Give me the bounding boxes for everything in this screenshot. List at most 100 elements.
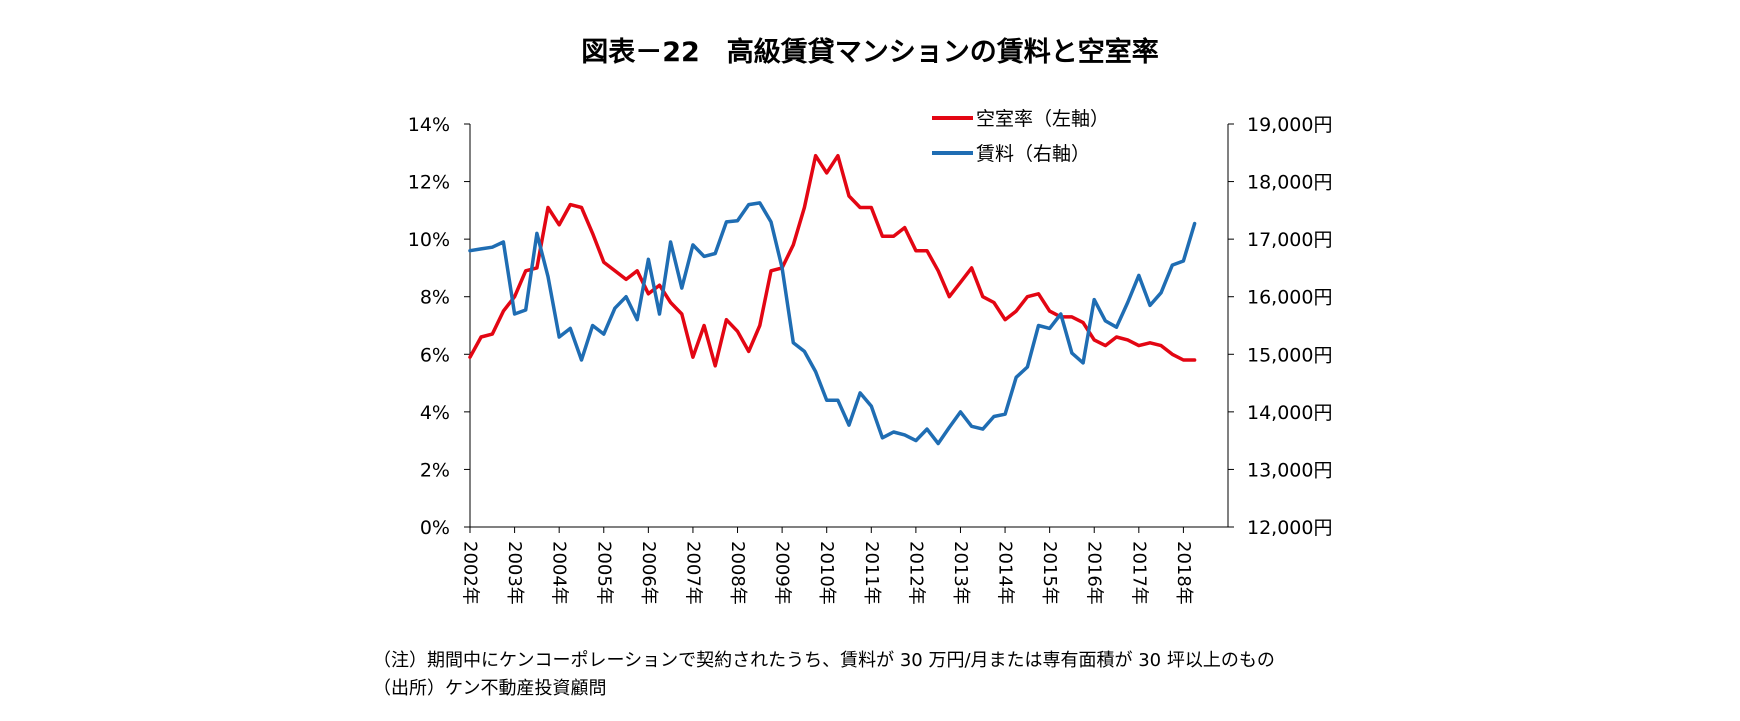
data-point-rent (937, 442, 940, 445)
data-point-rent (546, 275, 550, 278)
data-point-vacancy (1093, 338, 1096, 342)
data-point-vacancy (580, 206, 583, 209)
data-point-vacancy (725, 318, 728, 321)
x-tick-label: 2018年 (1173, 541, 1194, 605)
data-point-vacancy (624, 278, 628, 281)
data-point-vacancy (1003, 318, 1007, 321)
data-point-vacancy (1126, 338, 1129, 342)
data-point-rent (569, 327, 572, 330)
data-point-rent (992, 415, 996, 418)
data-point-vacancy (491, 332, 494, 336)
data-point-rent (1026, 365, 1029, 369)
series-line-rent (468, 201, 1197, 446)
data-point-rent (491, 246, 494, 249)
data-point-rent (613, 307, 617, 310)
data-point-rent (814, 370, 817, 373)
data-point-vacancy (758, 324, 761, 327)
series-line-vacancy (468, 153, 1197, 368)
x-tick-label: 2002年 (460, 541, 481, 605)
data-point-vacancy (569, 203, 572, 206)
data-point-rent (1182, 259, 1185, 263)
data-point-vacancy (992, 301, 996, 304)
data-point-vacancy (1115, 335, 1118, 339)
data-point-rent (769, 220, 773, 224)
y-right-tick-label: 18,000円 (1247, 172, 1332, 194)
data-point-rent (580, 358, 583, 362)
data-point-vacancy (903, 226, 906, 229)
data-point-vacancy (937, 269, 940, 272)
data-point-rent (970, 425, 973, 428)
y-right-tick-label: 15,000円 (1247, 344, 1332, 366)
data-point-vacancy (858, 206, 862, 209)
data-point-vacancy (847, 194, 851, 198)
data-point-rent (658, 312, 661, 316)
x-tick-label: 2016年 (1084, 541, 1105, 605)
legend-label-rent: 賃料（右軸） (976, 143, 1090, 165)
data-point-rent (468, 249, 472, 252)
data-point-vacancy (658, 284, 661, 287)
data-point-vacancy (468, 356, 472, 359)
data-point-rent (948, 426, 951, 429)
data-point-vacancy (959, 281, 962, 284)
data-point-vacancy (613, 269, 617, 272)
data-point-rent (669, 240, 672, 244)
y-left-tick-label: 10% (408, 229, 450, 251)
y-left-tick-label: 8% (420, 287, 450, 309)
data-point-rent (780, 266, 784, 270)
data-point-vacancy (714, 364, 717, 367)
data-point-rent (535, 232, 539, 235)
data-point-vacancy (636, 269, 639, 272)
data-point-rent (680, 286, 683, 290)
data-point-rent (1193, 222, 1196, 225)
data-point-rent (836, 399, 840, 402)
data-point-rent (1059, 312, 1063, 316)
data-point-vacancy (1070, 315, 1074, 319)
data-point-rent (803, 350, 806, 353)
x-tick-label: 2013年 (950, 541, 971, 605)
data-point-rent (914, 439, 918, 442)
data-point-rent (825, 399, 828, 402)
data-point-rent (624, 295, 628, 298)
data-point-vacancy (669, 301, 672, 304)
data-point-rent (479, 247, 483, 251)
data-point-rent (591, 324, 594, 327)
y-right-tick-label: 17,000円 (1247, 229, 1332, 251)
data-point-vacancy (792, 243, 795, 247)
x-tick-label: 2007年 (682, 541, 703, 605)
footnote: （注）期間中にケンコーポレーションで契約されたうち、賃料が 30 万円/月または… (373, 650, 1275, 671)
data-point-vacancy (1048, 309, 1051, 313)
y-right-tick-label: 12,000円 (1247, 517, 1332, 539)
data-point-vacancy (1148, 341, 1152, 344)
data-point-rent (881, 436, 884, 439)
y-left-tick-label: 2% (420, 459, 450, 481)
data-point-vacancy (747, 350, 750, 353)
data-point-vacancy (736, 330, 739, 333)
data-point-vacancy (970, 266, 973, 270)
data-point-rent (925, 427, 929, 431)
x-tick-label: 2017年 (1128, 541, 1149, 605)
data-point-rent (847, 423, 851, 427)
data-point-rent (1070, 351, 1074, 355)
data-point-rent (1171, 263, 1174, 267)
data-point-rent (636, 318, 639, 321)
y-left-tick-label: 14% (408, 114, 450, 136)
data-point-vacancy (925, 249, 929, 252)
y-right-tick-label: 16,000円 (1247, 287, 1332, 309)
x-tick-label: 2006年 (638, 541, 659, 605)
y-left-tick-label: 12% (408, 172, 450, 194)
x-tick-label: 2009年 (772, 541, 793, 605)
data-point-rent (1015, 376, 1018, 379)
x-tick-label: 2005年 (593, 541, 614, 605)
data-point-vacancy (825, 171, 828, 175)
legend: 空室率（左軸） 賃料（右軸） (932, 108, 1109, 165)
data-point-vacancy (892, 235, 895, 238)
y-left-tick-label: 0% (420, 517, 450, 539)
data-point-vacancy (502, 309, 505, 313)
data-point-vacancy (479, 335, 483, 339)
data-point-rent (1093, 298, 1096, 301)
data-point-rent (1048, 327, 1051, 330)
data-point-vacancy (1159, 344, 1163, 347)
data-point-vacancy (1037, 292, 1040, 295)
data-point-vacancy (836, 154, 840, 157)
data-point-vacancy (914, 249, 918, 252)
